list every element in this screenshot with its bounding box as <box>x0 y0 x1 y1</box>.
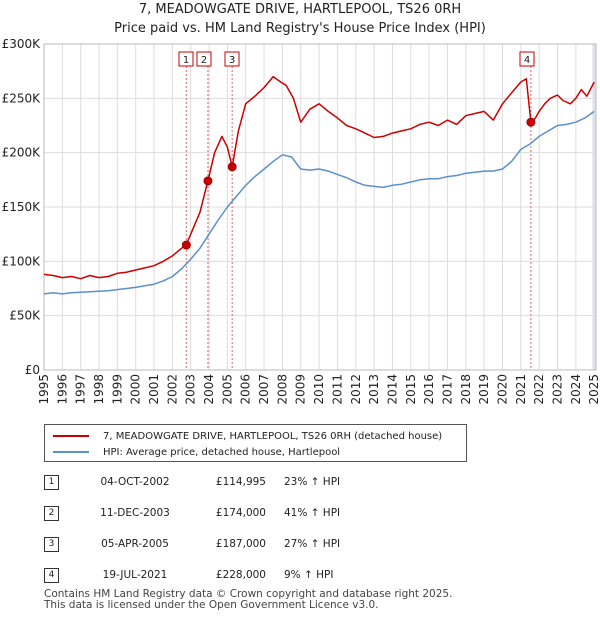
sale-marker-label: 1 <box>183 55 189 66</box>
footer-licence: This data is licensed under the Open Gov… <box>44 599 379 611</box>
sale-number-badge: 4 <box>44 568 59 583</box>
sale-marker-box <box>196 51 212 67</box>
x-tick-label: 2001 <box>147 374 161 405</box>
footer: Contains HM Land Registry data © Crown c… <box>44 589 452 611</box>
y-tick-label: £150K <box>2 200 42 214</box>
legend-label-property: 7, MEADOWGATE DRIVE, HARTLEPOOL, TS26 0R… <box>103 430 443 442</box>
x-tick-label: 2024 <box>569 374 583 405</box>
series-line-property <box>43 75 595 280</box>
x-tick-label: 2017 <box>440 374 454 405</box>
x-tick-label: 2016 <box>422 374 436 405</box>
price-chart: £0 £50K £100K £150K £200K £250K £300K 1995 1996 1… <box>2 37 600 405</box>
legend-swatch-hpi <box>53 451 89 453</box>
sale-marker-label: 2 <box>201 55 207 66</box>
sale-price: £228,000 <box>215 569 266 581</box>
series-line-hpi <box>43 110 595 295</box>
x-tick-label: 2004 <box>202 374 216 405</box>
chart-legend: 7, MEADOWGATE DRIVE, HARTLEPOOL, TS26 0R… <box>44 424 467 462</box>
chart-title: 7, MEADOWGATE DRIVE, HARTLEPOOL, TS26 0R… <box>0 0 600 38</box>
y-tick-label: £0 <box>25 363 40 377</box>
sale-price: £174,000 <box>215 507 266 519</box>
x-tick-label: 2025 <box>587 374 600 405</box>
x-tick-label: 2011 <box>330 374 344 405</box>
y-tick-label: £100K <box>2 254 42 268</box>
sale-hpi-change: 41% ↑ HPI <box>284 507 341 519</box>
x-tick-label: 2018 <box>459 374 473 405</box>
chart-title-line2: Price paid vs. HM Land Registry's House … <box>114 21 486 36</box>
legend-item-hpi: HPI: Average price, detached house, Hart… <box>53 445 340 459</box>
footer-copyright: Contains HM Land Registry data © Crown c… <box>44 588 453 600</box>
x-tick-label: 2005 <box>220 374 234 405</box>
x-tick-label: 1996 <box>55 374 69 405</box>
x-tick-label: 1998 <box>92 374 106 405</box>
y-tick-label: £50K <box>9 309 41 323</box>
x-tick-label: 2006 <box>239 374 253 405</box>
sale-marker-box <box>224 51 240 67</box>
legend-swatch-property <box>53 435 89 437</box>
x-tick-label: 2010 <box>312 374 326 405</box>
x-tick-label: 2015 <box>404 374 418 405</box>
legend-label-hpi: HPI: Average price, detached house, Hart… <box>103 446 341 458</box>
sale-marker-label: 4 <box>524 55 530 66</box>
x-tick-label: 2023 <box>550 374 564 405</box>
x-tick-label: 1999 <box>110 374 124 405</box>
sale-number-badge: 1 <box>44 475 59 490</box>
x-tick-label: 2008 <box>275 374 289 405</box>
x-tick-label: 2014 <box>385 374 399 405</box>
sale-date: 19-JUL-2021 <box>102 569 168 581</box>
sale-hpi-change: 27% ↑ HPI <box>284 538 341 550</box>
x-tick-label: 2007 <box>257 374 271 405</box>
sale-number-badge: 2 <box>44 506 59 521</box>
sale-marker-label: 3 <box>229 55 235 66</box>
sale-point <box>526 117 536 127</box>
x-tick-label: 2020 <box>495 374 509 405</box>
sale-point <box>181 240 191 250</box>
sale-date: 11-DEC-2003 <box>100 507 170 519</box>
x-tick-label: 2013 <box>367 374 381 405</box>
y-tick-label: £200K <box>2 146 42 160</box>
x-tick-label: 2009 <box>294 374 308 405</box>
x-tick-label: 2002 <box>165 374 179 405</box>
y-tick-label: £300K <box>2 37 42 51</box>
x-tick-label: 2019 <box>477 374 491 405</box>
sale-point <box>203 176 213 186</box>
x-tick-label: 2012 <box>349 374 363 405</box>
x-tick-label: 1995 <box>37 374 51 405</box>
sale-hpi-change: 23% ↑ HPI <box>284 476 341 488</box>
sale-date: 05-APR-2005 <box>101 538 169 550</box>
x-tick-label: 2000 <box>129 374 143 405</box>
chart-title-line1: 7, MEADOWGATE DRIVE, HARTLEPOOL, TS26 0R… <box>138 2 462 17</box>
x-tick-label: 1997 <box>74 374 88 405</box>
sale-price: £187,000 <box>215 538 266 550</box>
sale-date: 04-OCT-2002 <box>100 476 170 488</box>
sale-price: £114,995 <box>215 476 266 488</box>
sale-number-badge: 3 <box>44 537 59 552</box>
sale-point <box>227 162 237 172</box>
legend-item-property: 7, MEADOWGATE DRIVE, HARTLEPOOL, TS26 0R… <box>53 429 442 443</box>
sale-hpi-change: 9% ↑ HPI <box>284 569 334 581</box>
y-tick-label: £250K <box>2 91 42 105</box>
plot-frame <box>43 43 597 371</box>
x-tick-label: 2021 <box>514 374 528 405</box>
x-tick-label: 2022 <box>532 374 546 405</box>
sale-marker-box <box>519 51 535 67</box>
sale-marker-box <box>178 51 194 67</box>
x-tick-label: 2003 <box>184 374 198 405</box>
